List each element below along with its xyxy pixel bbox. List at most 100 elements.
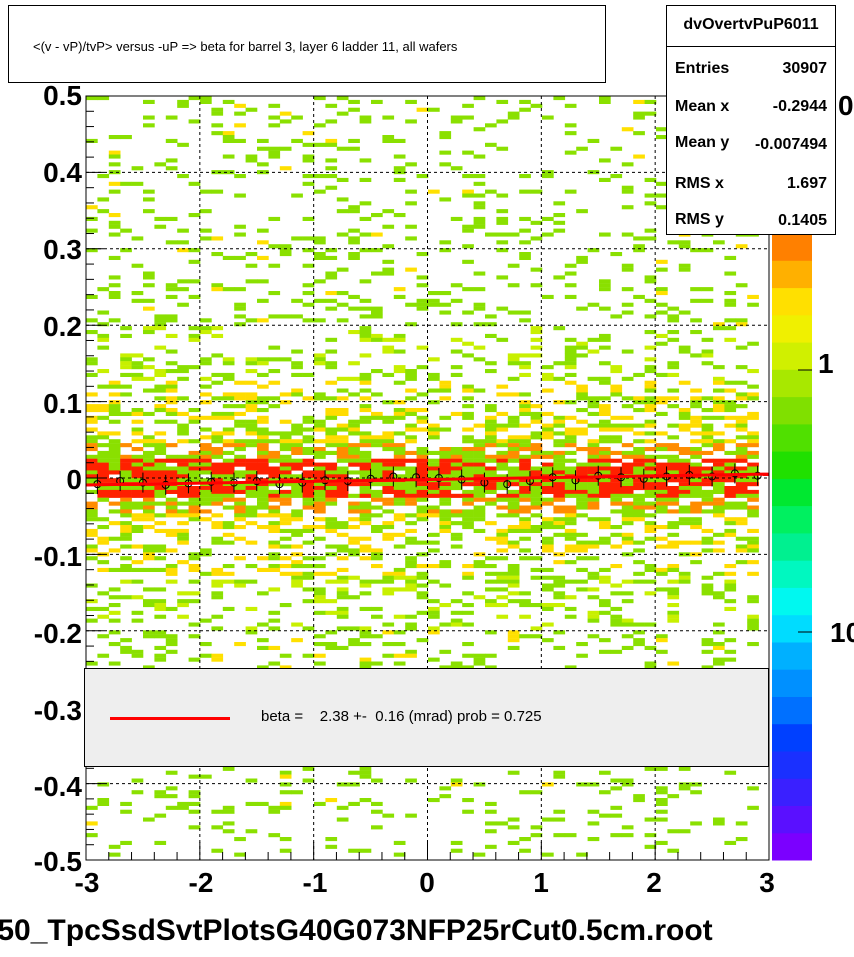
heatmap-cell bbox=[177, 489, 189, 494]
heatmap-cell bbox=[279, 556, 292, 561]
heatmap-cell bbox=[576, 408, 588, 413]
heatmap-cell bbox=[393, 489, 406, 494]
heatmap-cell bbox=[257, 318, 269, 323]
heatmap-cell bbox=[428, 423, 440, 428]
heatmap-cell bbox=[553, 770, 566, 775]
heatmap-cell bbox=[587, 443, 600, 448]
heatmap-cell bbox=[644, 486, 657, 491]
heatmap-cell bbox=[325, 630, 338, 635]
heatmap-cell bbox=[222, 170, 235, 175]
heatmap-cell bbox=[701, 478, 714, 483]
heatmap-cell bbox=[359, 115, 372, 120]
heatmap-cell bbox=[735, 244, 748, 249]
heatmap-cell bbox=[245, 486, 258, 491]
heatmap-cell bbox=[690, 509, 702, 514]
heatmap-cell bbox=[97, 536, 110, 541]
heatmap-cell bbox=[86, 408, 98, 413]
heatmap-cell bbox=[713, 657, 725, 662]
heatmap-cell bbox=[222, 372, 235, 377]
heatmap-cell bbox=[314, 357, 326, 362]
heatmap-cell bbox=[428, 435, 440, 440]
heatmap-cell bbox=[439, 482, 452, 487]
heatmap-cell bbox=[393, 614, 406, 619]
heatmap-cell bbox=[108, 431, 121, 436]
fit-line-group bbox=[85, 472, 770, 487]
heatmap-cell bbox=[154, 431, 167, 436]
heatmap-cell bbox=[747, 450, 759, 455]
heatmap-cell bbox=[165, 579, 178, 584]
heatmap-cell bbox=[154, 466, 167, 471]
heatmap-cell bbox=[621, 591, 634, 596]
heatmap-cell bbox=[530, 790, 543, 795]
heatmap-cell bbox=[108, 509, 121, 514]
heatmap-cell bbox=[564, 833, 577, 838]
heatmap-cell bbox=[633, 396, 645, 401]
heatmap-cell bbox=[108, 400, 121, 405]
heatmap-cell bbox=[644, 99, 657, 104]
heatmap-cell bbox=[610, 564, 623, 569]
heatmap-cell bbox=[553, 509, 566, 514]
colorbar-segment bbox=[772, 423, 812, 452]
heatmap-cell bbox=[211, 497, 224, 502]
heatmap-cell bbox=[348, 306, 360, 311]
heatmap-cell bbox=[690, 517, 702, 522]
heatmap-cell bbox=[268, 544, 281, 549]
heatmap-cell bbox=[97, 431, 110, 436]
heatmap-cell bbox=[245, 396, 258, 401]
heatmap-cell bbox=[553, 833, 566, 838]
heatmap-cell bbox=[268, 345, 281, 350]
heatmap-cell bbox=[610, 591, 623, 596]
heatmap-cell bbox=[576, 345, 588, 350]
heatmap-cell bbox=[587, 505, 600, 510]
heatmap-cell bbox=[108, 493, 121, 498]
heatmap-cell bbox=[473, 505, 486, 510]
heatmap-cell bbox=[382, 497, 395, 502]
heatmap-cell bbox=[86, 606, 98, 611]
heatmap-cell bbox=[108, 486, 121, 491]
heatmap-cell bbox=[268, 357, 281, 362]
heatmap-cell bbox=[507, 825, 520, 830]
heatmap-cell bbox=[621, 645, 634, 650]
heatmap-cell bbox=[496, 443, 509, 448]
heatmap-cell bbox=[735, 415, 748, 420]
heatmap-cell bbox=[120, 411, 132, 416]
heatmap-cell bbox=[485, 404, 497, 409]
heatmap-cell bbox=[222, 470, 235, 475]
heatmap-cell bbox=[405, 470, 417, 475]
heatmap-cell bbox=[143, 115, 155, 120]
heatmap-cell bbox=[211, 825, 224, 830]
heatmap-cell bbox=[542, 435, 554, 440]
heatmap-cell bbox=[165, 349, 178, 354]
heatmap-cell bbox=[245, 158, 258, 163]
heatmap-cell bbox=[599, 419, 611, 424]
heatmap-cell bbox=[325, 521, 338, 526]
heatmap-cell bbox=[450, 337, 463, 342]
heatmap-cell bbox=[222, 404, 235, 409]
heatmap-cell bbox=[507, 470, 520, 475]
heatmap-cell bbox=[644, 404, 657, 409]
heatmap-cell bbox=[644, 357, 657, 362]
heatmap-cell bbox=[97, 404, 110, 409]
heatmap-cell bbox=[97, 369, 110, 374]
heatmap-cell bbox=[428, 610, 440, 615]
heatmap-cell bbox=[393, 415, 406, 420]
heatmap-cell bbox=[291, 388, 303, 393]
heatmap-cell bbox=[485, 536, 497, 541]
heatmap-cell bbox=[564, 427, 577, 432]
heatmap-cell bbox=[279, 790, 292, 795]
heatmap-cell bbox=[336, 209, 349, 214]
heatmap-cell bbox=[314, 501, 326, 506]
heatmap-cell bbox=[359, 415, 372, 420]
heatmap-cell bbox=[496, 209, 509, 214]
heatmap-cell bbox=[416, 564, 429, 569]
heatmap-cell bbox=[724, 587, 737, 592]
heatmap-cell bbox=[599, 411, 611, 416]
heatmap-cell bbox=[439, 197, 452, 202]
heatmap-cell bbox=[314, 493, 326, 498]
heatmap-cell bbox=[553, 400, 566, 405]
heatmap-cell bbox=[325, 837, 338, 842]
heatmap-cell bbox=[245, 521, 258, 526]
heatmap-cell bbox=[200, 392, 212, 397]
heatmap-cell bbox=[234, 314, 246, 319]
heatmap-cell bbox=[108, 661, 121, 666]
